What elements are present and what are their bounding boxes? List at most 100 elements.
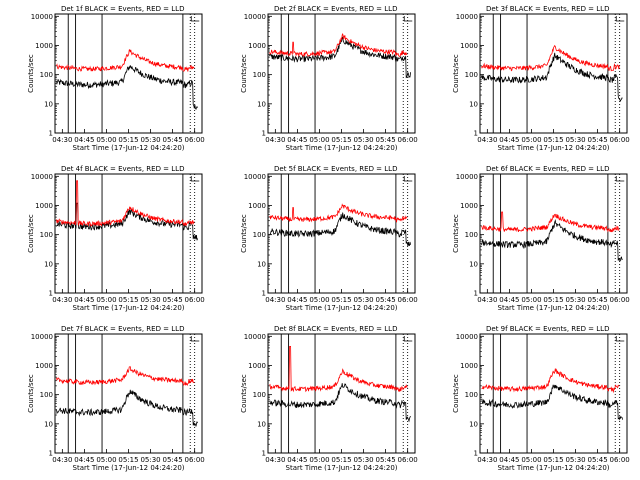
x-tick-label: 05:45: [163, 456, 183, 464]
x-tick-label: 04:30: [52, 136, 72, 144]
y-tick-label: 1000: [35, 42, 53, 50]
x-tick-label: 04:30: [477, 296, 497, 304]
y-tick-label: 10000: [456, 173, 478, 181]
y-tick-label: 10: [44, 260, 53, 268]
y-axis-label: Counts/sec: [452, 54, 460, 93]
events-series-line: [56, 389, 198, 427]
y-tick-label: 1: [262, 290, 266, 298]
y-tick-label: 1000: [248, 362, 266, 370]
y-tick-label: 100: [40, 71, 53, 79]
chart-panel: Det 2f BLACK = Events, RED = LLD 1 10 100 10…: [240, 5, 418, 152]
x-tick-label: 05:30: [565, 456, 585, 464]
chart-panel: Det 6f BLACK = Events, RED = LLD 1 10 100 10…: [452, 165, 630, 312]
y-tick-label: 1: [49, 450, 53, 458]
y-tick-label: 1000: [35, 202, 53, 210]
chart-title: Det 2f BLACK = Events, RED = LLD: [274, 5, 397, 13]
events-series-line: [269, 383, 411, 423]
chart-title: Det 1f BLACK = Events, RED = LLD: [61, 5, 184, 13]
y-tick-label: 100: [465, 71, 478, 79]
x-tick-label: 05:00: [521, 296, 541, 304]
x-axis-label: Start Time (17-Jun-12 04:24:20): [73, 304, 185, 312]
y-tick-label: 100: [253, 71, 266, 79]
x-tick-label: 05:30: [140, 456, 160, 464]
y-tick-label: 10000: [244, 13, 266, 21]
x-tick-label: 05:45: [588, 136, 608, 144]
y-tick-label: 1000: [460, 42, 478, 50]
chart-panel: Det 4f BLACK = Events, RED = LLD 1 10 100 10…: [27, 165, 205, 312]
y-tick-label: 1000: [248, 202, 266, 210]
y-tick-label: 1000: [460, 362, 478, 370]
chart-panel: Det 9f BLACK = Events, RED = LLD 1 10 100 10…: [452, 325, 630, 472]
x-tick-label: 04:30: [477, 456, 497, 464]
corner-bracket: [190, 176, 200, 182]
corner-bracket: [190, 336, 200, 342]
chart-title: Det 3f BLACK = Events, RED = LLD: [486, 5, 609, 13]
x-tick-label: 04:45: [287, 136, 307, 144]
y-tick-label: 1: [49, 130, 53, 138]
chart-title: Det 6f BLACK = Events, RED = LLD: [486, 165, 609, 173]
corner-bracket: [615, 16, 625, 22]
y-tick-label: 1: [474, 130, 478, 138]
x-tick-label: 05:30: [140, 136, 160, 144]
y-tick-label: 100: [465, 391, 478, 399]
x-tick-label: 05:00: [96, 456, 116, 464]
y-tick-label: 100: [465, 231, 478, 239]
x-axis-label: Start Time (17-Jun-12 04:24:20): [286, 464, 398, 472]
y-tick-label: 10: [257, 100, 266, 108]
events-series-line: [56, 65, 198, 110]
plot-frame: [267, 13, 416, 134]
x-tick-label: 05:00: [309, 136, 329, 144]
lld-series-line: [56, 366, 195, 386]
y-tick-label: 10: [469, 260, 478, 268]
x-tick-label: 05:45: [163, 296, 183, 304]
y-tick-label: 10: [469, 100, 478, 108]
x-tick-label: 05:15: [331, 136, 351, 144]
y-tick-label: 1000: [460, 202, 478, 210]
chart-title: Det 8f BLACK = Events, RED = LLD: [274, 325, 397, 333]
chart-panel: Det 5f BLACK = Events, RED = LLD 1 10 100 10…: [240, 165, 418, 312]
chart-panel: Det 1f BLACK = Events, RED = LLD 1 10 100 10…: [27, 5, 205, 152]
lld-series-line: [481, 44, 620, 72]
events-series-line: [481, 52, 623, 102]
y-tick-label: 10: [44, 100, 53, 108]
x-axis-label: Start Time (17-Jun-12 04:24:20): [286, 144, 398, 152]
y-tick-label: 10: [44, 420, 53, 428]
x-tick-label: 06:00: [185, 296, 205, 304]
x-tick-label: 06:00: [610, 136, 630, 144]
plot-frame: [479, 333, 628, 454]
y-tick-label: 10: [257, 260, 266, 268]
y-tick-label: 10000: [31, 333, 53, 341]
x-tick-label: 04:30: [265, 136, 285, 144]
plot-frame: [267, 333, 416, 454]
events-series-line: [481, 218, 623, 262]
x-tick-label: 05:00: [309, 456, 329, 464]
x-tick-label: 05:45: [376, 456, 396, 464]
y-axis-label: Counts/sec: [452, 374, 460, 413]
x-tick-label: 06:00: [398, 136, 418, 144]
x-tick-label: 04:30: [52, 296, 72, 304]
x-axis-label: Start Time (17-Jun-12 04:24:20): [498, 464, 610, 472]
x-tick-label: 04:45: [74, 456, 94, 464]
x-tick-label: 04:45: [287, 296, 307, 304]
x-axis-label: Start Time (17-Jun-12 04:24:20): [73, 464, 185, 472]
y-axis-label: Counts/sec: [27, 374, 35, 413]
corner-bracket: [403, 176, 413, 182]
y-axis-label: Counts/sec: [240, 54, 248, 93]
x-tick-label: 05:15: [118, 136, 138, 144]
y-tick-label: 100: [40, 231, 53, 239]
y-tick-label: 100: [253, 391, 266, 399]
x-tick-label: 04:45: [499, 456, 519, 464]
corner-bracket: [403, 336, 413, 342]
chart-panel: Det 8f BLACK = Events, RED = LLD 1 10 100 10…: [240, 325, 418, 472]
y-tick-label: 1000: [248, 42, 266, 50]
y-tick-label: 10000: [244, 333, 266, 341]
plot-frame: [54, 13, 203, 134]
lld-series-line: [56, 180, 195, 227]
lld-series-line: [56, 49, 195, 72]
x-tick-label: 05:00: [96, 136, 116, 144]
x-tick-label: 05:45: [588, 296, 608, 304]
lld-series-line: [481, 211, 620, 233]
chart-panel: Det 7f BLACK = Events, RED = LLD 1 10 100 10…: [27, 325, 205, 472]
y-tick-label: 10000: [31, 13, 53, 21]
